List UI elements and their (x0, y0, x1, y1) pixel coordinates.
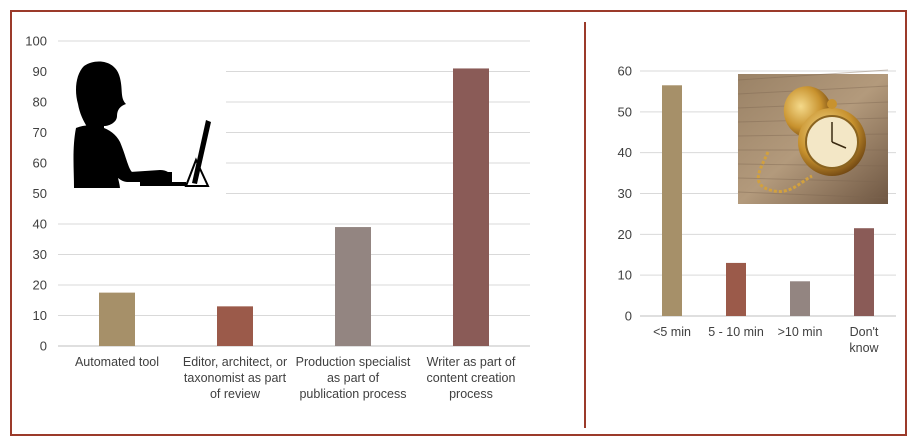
chart1-category-label: Writer as part of (427, 355, 516, 369)
chart1-y-tick-label: 70 (33, 125, 47, 140)
chart2-category-label: know (849, 341, 879, 355)
chart2-y-tick-label: 60 (618, 64, 632, 79)
chart2-category-label: 5 - 10 min (708, 325, 764, 339)
chart2-category-label: Don't (850, 325, 879, 339)
chart2-y-tick-label: 0 (625, 309, 632, 324)
chart1-y-tick-label: 100 (25, 34, 47, 49)
chart1-y-tick-label: 40 (33, 217, 47, 232)
chart2-category-label: >10 min (778, 325, 823, 339)
chart2-bar (790, 281, 810, 316)
chart2-bar (662, 85, 682, 317)
chart1-y-tick-label: 20 (33, 278, 47, 293)
chart1-y-tick-label: 90 (33, 64, 47, 79)
chart2-y-tick-label: 40 (618, 145, 632, 160)
chart1-category-label: as part of (327, 371, 380, 385)
chart1-bar (335, 227, 371, 346)
chart1-y-tick-label: 0 (40, 339, 47, 354)
chart1-category-label: Production specialist (296, 355, 411, 369)
chart1-category-label: content creation (427, 371, 516, 385)
chart1-y-tick-label: 30 (33, 247, 47, 262)
chart1-category-label: Automated tool (75, 355, 159, 369)
chart1-bar (453, 68, 489, 346)
chart1-category-label: process (449, 387, 493, 401)
pocket-watch-photo (737, 69, 889, 204)
person-at-computer-icon (58, 42, 226, 210)
chart1-bar (217, 306, 253, 346)
chart2-y-tick-label: 30 (618, 186, 632, 201)
chart2-bar (854, 228, 874, 316)
chart1-y-tick-label: 10 (33, 308, 47, 323)
chart1-category-label: Editor, architect, or (183, 355, 287, 369)
chart1-y-tick-label: 60 (33, 156, 47, 171)
chart2-y-tick-label: 20 (618, 227, 632, 242)
chart2-y-tick-label: 10 (618, 268, 632, 283)
chart2-category-label: <5 min (653, 325, 691, 339)
chart2-bar (726, 262, 746, 316)
chart1-category-label: taxonomist as part (184, 371, 287, 385)
chart2-y-tick-label: 50 (618, 104, 632, 119)
chart1-y-tick-label: 80 (33, 95, 47, 110)
panel-divider (584, 22, 586, 428)
chart1-category-label: publication process (299, 387, 406, 401)
chart1-category-label: of review (210, 387, 261, 401)
chart1-bar (99, 292, 135, 346)
chart1-y-tick-label: 50 (33, 186, 47, 201)
